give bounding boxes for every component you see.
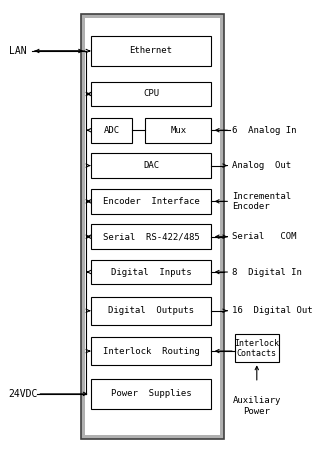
Text: Digital  Outputs: Digital Outputs bbox=[108, 306, 194, 315]
Bar bbox=[81, 14, 224, 439]
Text: CPU: CPU bbox=[143, 90, 159, 98]
Text: Auxiliary
Power: Auxiliary Power bbox=[233, 396, 281, 416]
Bar bbox=[91, 118, 132, 143]
Bar bbox=[91, 82, 212, 106]
Text: Mux: Mux bbox=[170, 126, 187, 135]
Text: Ethernet: Ethernet bbox=[130, 47, 172, 55]
Bar bbox=[145, 118, 212, 143]
Text: 8  Digital In: 8 Digital In bbox=[232, 268, 301, 276]
Bar bbox=[91, 36, 212, 66]
Text: Encoder  Interface: Encoder Interface bbox=[103, 197, 199, 206]
Text: 16  Digital Out: 16 Digital Out bbox=[232, 306, 312, 315]
Bar bbox=[85, 18, 220, 435]
Bar bbox=[81, 14, 224, 439]
Text: DAC: DAC bbox=[143, 161, 159, 170]
Text: Incremental
Encoder: Incremental Encoder bbox=[232, 192, 291, 211]
Bar bbox=[235, 334, 279, 362]
Text: ADC: ADC bbox=[103, 126, 120, 135]
Bar bbox=[91, 379, 212, 409]
Text: 24VDC: 24VDC bbox=[9, 389, 38, 399]
Bar bbox=[91, 153, 212, 178]
Text: Analog  Out: Analog Out bbox=[232, 161, 291, 170]
Text: Serial  RS-422/485: Serial RS-422/485 bbox=[103, 232, 199, 241]
Text: Power  Supplies: Power Supplies bbox=[111, 390, 191, 398]
Bar bbox=[91, 297, 212, 325]
Text: 6  Analog In: 6 Analog In bbox=[232, 126, 296, 135]
Bar bbox=[91, 224, 212, 249]
Bar bbox=[91, 260, 212, 284]
Text: Serial   COM: Serial COM bbox=[232, 232, 296, 241]
Text: Digital  Inputs: Digital Inputs bbox=[111, 268, 191, 276]
Text: Interlock
Contacts: Interlock Contacts bbox=[234, 339, 279, 358]
Text: LAN: LAN bbox=[9, 46, 26, 56]
Bar bbox=[91, 189, 212, 214]
Text: Interlock  Routing: Interlock Routing bbox=[103, 347, 199, 356]
Bar bbox=[91, 337, 212, 365]
